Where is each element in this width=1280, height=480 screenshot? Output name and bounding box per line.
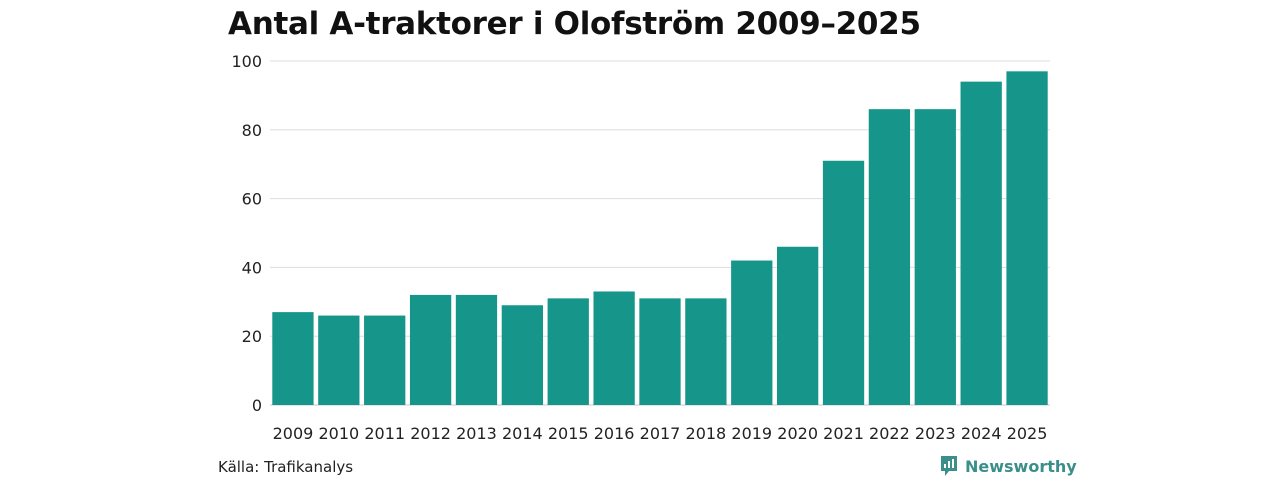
- bar-2017: [639, 298, 681, 405]
- bars: [272, 71, 1048, 405]
- y-tick-label: 20: [242, 327, 262, 346]
- source-note: Källa: Trafikanalys: [218, 458, 354, 476]
- brand-name: Newsworthy: [965, 456, 1077, 476]
- bar-2018: [685, 298, 727, 405]
- x-tick-label: 2023: [915, 424, 956, 443]
- bar-2016: [593, 291, 635, 405]
- bar-2019: [731, 260, 773, 405]
- x-axis-ticks: 2009 2010 2011 2012 2013 2014 2015 2016 2017 2018…: [273, 424, 1048, 443]
- x-tick-label: 2009: [273, 424, 314, 443]
- y-tick-label: 60: [242, 190, 262, 209]
- x-tick-label: 2010: [318, 424, 359, 443]
- bar-2013: [455, 294, 498, 405]
- y-tick-label: 0: [252, 396, 262, 415]
- bar-2025: [1006, 71, 1048, 405]
- newsworthy-logo-icon: [941, 456, 957, 476]
- y-tick-label: 40: [242, 258, 262, 277]
- bar-2014: [501, 305, 543, 405]
- x-tick-label: 2024: [961, 424, 1002, 443]
- x-tick-label: 2021: [823, 424, 864, 443]
- bar-2020: [777, 246, 819, 405]
- x-tick-label: 2013: [456, 424, 497, 443]
- bar-2021: [822, 160, 865, 405]
- x-tick-label: 2011: [364, 424, 405, 443]
- bar-2012: [409, 294, 452, 405]
- x-tick-label: 2022: [869, 424, 910, 443]
- x-tick-label: 2012: [410, 424, 451, 443]
- bar-2009: [272, 312, 314, 405]
- bar-2015: [547, 298, 589, 405]
- bar-2022: [868, 109, 911, 405]
- x-tick-label: 2020: [777, 424, 818, 443]
- x-tick-label: 2018: [686, 424, 727, 443]
- y-tick-label: 100: [231, 52, 262, 71]
- x-tick-label: 2015: [548, 424, 589, 443]
- x-tick-label: 2025: [1007, 424, 1048, 443]
- x-tick-label: 2014: [502, 424, 543, 443]
- x-tick-label: 2016: [594, 424, 635, 443]
- bar-2024: [960, 81, 1002, 405]
- y-axis-ticks: 0 20 40 60 80 100: [231, 52, 262, 415]
- bar-2010: [318, 315, 360, 405]
- x-tick-label: 2017: [640, 424, 681, 443]
- newsworthy-brand: Newsworthy: [939, 455, 1077, 477]
- y-tick-label: 80: [242, 121, 262, 140]
- bar-2023: [914, 109, 956, 405]
- chart-title: Antal A-traktorer i Olofström 2009–2025: [228, 6, 921, 42]
- x-tick-label: 2019: [731, 424, 772, 443]
- bar-2011: [364, 315, 406, 405]
